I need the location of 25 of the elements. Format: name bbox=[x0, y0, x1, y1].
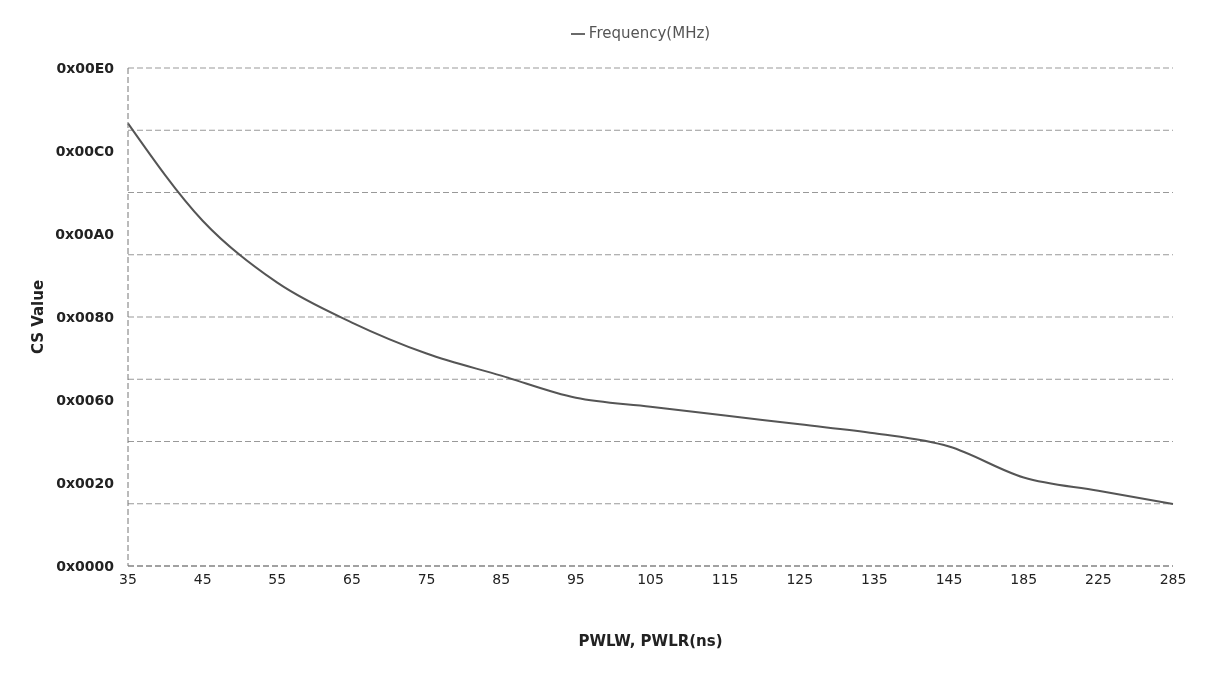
x-tick-label: 225 bbox=[1084, 570, 1112, 587]
x-tick-label: 95 bbox=[566, 570, 585, 587]
y-axis-title: CS Value bbox=[29, 279, 47, 355]
x-tick-label: 45 bbox=[193, 570, 212, 587]
x-tick-label: 75 bbox=[417, 570, 436, 587]
x-tick-label: 135 bbox=[861, 570, 888, 587]
x-tick-label: 105 bbox=[637, 570, 664, 587]
x-tick-label: 115 bbox=[711, 570, 739, 587]
x-tick-label: 85 bbox=[492, 570, 511, 587]
x-tick-label: 125 bbox=[786, 570, 814, 587]
text: 0x00A0 bbox=[55, 226, 114, 242]
text: 0x0080 bbox=[56, 309, 114, 325]
text: 0x0020 bbox=[56, 475, 114, 491]
text: 0x00E0 bbox=[56, 60, 114, 76]
x-tick-label: 55 bbox=[268, 570, 287, 587]
x-tick-label: 145 bbox=[935, 570, 963, 587]
text: 0x00C0 bbox=[55, 143, 114, 159]
legend-label: Frequency(MHz) bbox=[588, 24, 711, 42]
x-tick-label: 35 bbox=[119, 570, 137, 587]
x-tick-label: 285 bbox=[1159, 570, 1187, 587]
text: 0x0000 bbox=[56, 558, 114, 574]
x-axis-title: PWLW, PWLR(ns) bbox=[578, 632, 723, 650]
x-tick-label: 185 bbox=[1010, 570, 1038, 587]
text: 0x0060 bbox=[56, 392, 114, 408]
x-tick-label: 65 bbox=[343, 570, 361, 587]
